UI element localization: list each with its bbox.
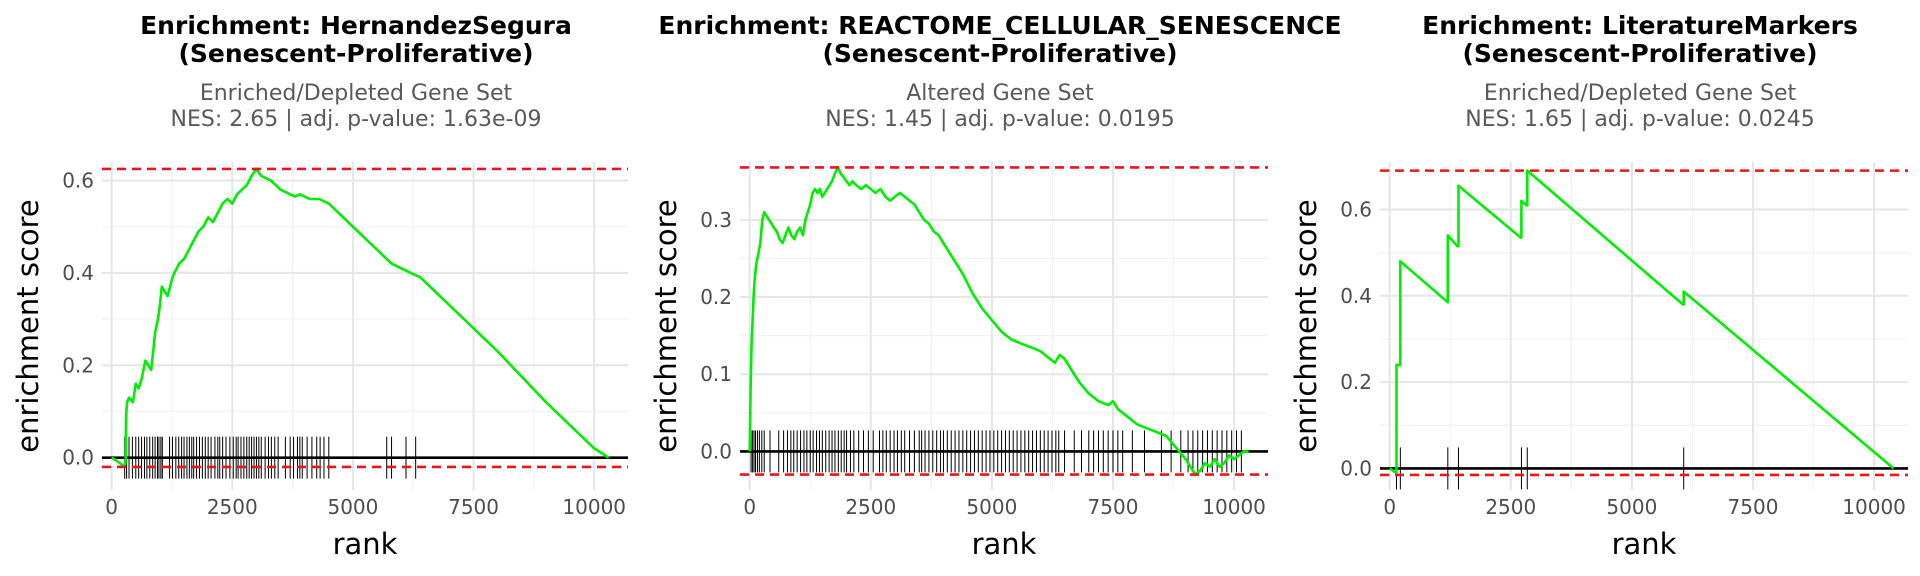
chart-title: Enrichment: LiteratureMarkers (1422, 11, 1858, 40)
y-tick-label: 0.2 (1340, 370, 1372, 394)
y-tick-label: 0.2 (700, 285, 732, 309)
x-tick-label: 7500 (1088, 495, 1139, 519)
y-tick-label: 0.4 (1340, 284, 1372, 308)
y-tick-label: 0.1 (700, 362, 732, 386)
chart-title-line2: (Senescent-Proliferative) (178, 39, 533, 68)
y-axis-title: enrichment score (11, 199, 45, 453)
y-tick-label: 0.0 (700, 439, 732, 463)
x-tick-label: 7500 (448, 495, 499, 519)
y-tick-label: 0.6 (62, 168, 94, 192)
x-axis-title: rank (972, 527, 1037, 561)
x-tick-label: 2500 (1485, 495, 1536, 519)
enrichment-score-line (748, 166, 1249, 476)
y-tick-label: 0.0 (1340, 456, 1372, 480)
chart-panel-3: Enrichment: LiteratureMarkers(Senescent-… (1289, 11, 1908, 561)
y-tick-label: 0.4 (62, 261, 94, 285)
x-tick-label: 10000 (1842, 495, 1906, 519)
y-tick-label: 0.3 (700, 208, 732, 232)
chart-title: Enrichment: HernandezSegura (140, 11, 572, 40)
chart-subtitle: Altered Gene Set (906, 81, 1094, 106)
chart-subtitle: Enriched/Depleted Gene Set (1484, 81, 1797, 106)
x-tick-label: 2500 (845, 495, 896, 519)
x-axis-title: rank (333, 527, 398, 561)
x-tick-label: 10000 (1202, 495, 1266, 519)
y-axis-title: enrichment score (1289, 199, 1323, 453)
chart-stats: NES: 1.45 | adj. p-value: 0.0195 (825, 107, 1174, 132)
enrichment-score-line (111, 167, 610, 469)
x-tick-label: 0 (105, 495, 118, 519)
y-tick-label: 0.6 (1340, 197, 1372, 221)
chart-subtitle: Enriched/Depleted Gene Set (200, 81, 513, 106)
x-tick-label: 7500 (1728, 495, 1779, 519)
chart-panel-2: Enrichment: REACTOME_CELLULAR_SENESCENCE… (649, 11, 1342, 561)
chart-panel-1: Enrichment: HernandezSegura(Senescent-Pr… (11, 11, 628, 561)
x-axis-title: rank (1612, 527, 1677, 561)
chart-stats: NES: 1.65 | adj. p-value: 0.0245 (1465, 107, 1814, 132)
chart-title-line2: (Senescent-Proliferative) (1462, 39, 1817, 68)
chart-title: Enrichment: REACTOME_CELLULAR_SENESCENCE (658, 11, 1341, 40)
x-tick-label: 2500 (207, 495, 258, 519)
x-tick-label: 0 (743, 495, 756, 519)
x-tick-label: 10000 (562, 495, 626, 519)
x-tick-label: 0 (1383, 495, 1396, 519)
x-tick-label: 5000 (1606, 495, 1657, 519)
y-tick-label: 0.2 (62, 353, 94, 377)
enrichment-score-line (1388, 169, 1895, 475)
chart-stats: NES: 2.65 | adj. p-value: 1.63e-09 (171, 107, 542, 132)
y-axis-title: enrichment score (649, 199, 683, 453)
chart-title-line2: (Senescent-Proliferative) (822, 39, 1177, 68)
y-tick-label: 0.0 (62, 446, 94, 470)
x-tick-label: 5000 (327, 495, 378, 519)
x-tick-label: 5000 (966, 495, 1017, 519)
